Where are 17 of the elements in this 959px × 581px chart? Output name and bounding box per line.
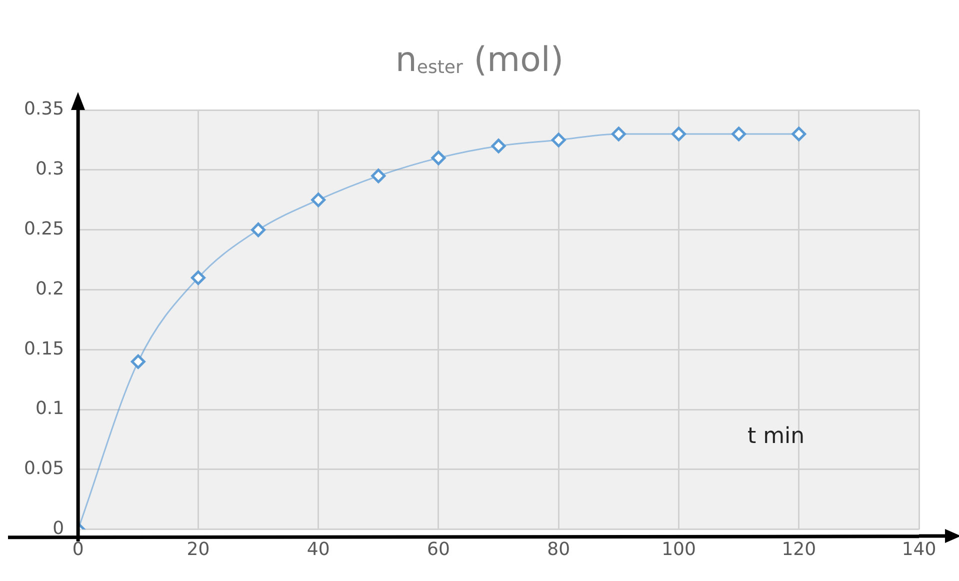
y-tick-label: 0.05 xyxy=(24,458,64,480)
x-tick-label: 60 xyxy=(427,538,450,560)
x-tick-label: 20 xyxy=(186,538,210,560)
x-tick-label: 80 xyxy=(547,538,570,560)
x-axis-title: t min xyxy=(747,424,805,449)
x-tick-label: 0 xyxy=(72,538,84,560)
y-tick-label: 0.35 xyxy=(24,98,64,120)
y-tick-label: 0 xyxy=(52,518,64,540)
x-tick-label: 100 xyxy=(662,538,696,560)
y-tick-label: 0.1 xyxy=(35,398,64,420)
y-tick-label: 0.15 xyxy=(24,338,64,360)
x-tick-label: 40 xyxy=(306,538,330,560)
x-tick-label: 140 xyxy=(902,538,936,560)
x-tick-label: 120 xyxy=(782,538,816,560)
y-tick-label: 0.3 xyxy=(35,158,64,180)
y-tick-label: 0.25 xyxy=(24,218,64,240)
y-tick-label: 0.2 xyxy=(35,278,64,300)
